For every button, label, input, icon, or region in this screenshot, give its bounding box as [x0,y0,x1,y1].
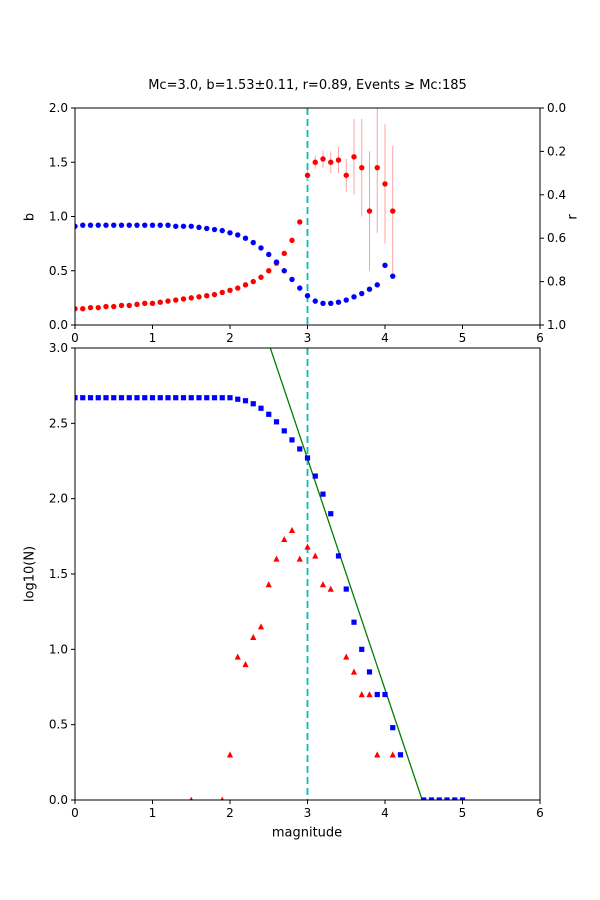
tick-label: 0.5 [49,264,68,278]
tick-label: 4 [381,806,389,820]
tick-label: 1.0 [547,318,566,332]
tick-label: 1 [149,806,157,820]
plot-area [75,348,466,800]
tick-label: 0.0 [49,793,68,807]
bottom-x-axis-label: magnitude [271,825,343,841]
frequency-magnitude-chart: 0 1 2 3 4 5 6 0.0 0.5 1.0 1.5 2.0 2.5 3.0 [49,341,544,820]
plot-area [75,108,396,325]
tick-label: 2.0 [49,101,68,115]
cumulative-counts-series [75,395,466,800]
gutenberg-richter-fit [269,348,423,800]
tick-label: 3 [304,331,312,345]
tick-label: 0.6 [547,231,566,245]
tick-label: 0.5 [49,718,68,732]
tick-label: 2 [226,331,234,345]
tick-label: 0.8 [547,275,566,289]
tick-label: 5 [459,331,467,345]
tick-label: 3.0 [49,341,68,355]
tick-label: 1.5 [49,567,68,581]
tick-label: 0 [71,806,79,820]
tick-label: 1 [149,331,157,345]
tick-label: 2 [226,806,234,820]
r-correlation-series [75,222,396,306]
tick-label: 2.5 [49,416,68,430]
tick-label: 4 [381,331,389,345]
tick-label: 1.5 [49,155,68,169]
tick-label: 3 [304,806,312,820]
tick-label: 0.0 [547,101,566,115]
b-r-vs-magnitude-chart: 0 1 2 3 4 5 6 0.0 0.5 1.0 1.5 2.0 0.0 0.2 0.4 0.6 0.8 1.0 [49,101,566,345]
tick-label: 6 [536,806,544,820]
axes-frame [74,107,541,326]
tick-label: 5 [459,806,467,820]
tick-label: 0.2 [547,144,566,158]
tick-label: 0 [71,331,79,345]
tick-label: 0.4 [547,188,566,202]
b-value-vs-cutoff-series [75,108,396,312]
chart-title: Mc=3.0, b=1.53±0.11, r=0.89, Events ≥ Mc… [148,78,467,93]
tick-label: 2.0 [49,492,68,506]
tick-label: 1.0 [49,210,68,224]
tick-label: 6 [536,331,544,345]
incremental-counts-series [189,526,396,800]
tick-label: 0.0 [49,318,68,332]
tick-label: 1.0 [49,642,68,656]
